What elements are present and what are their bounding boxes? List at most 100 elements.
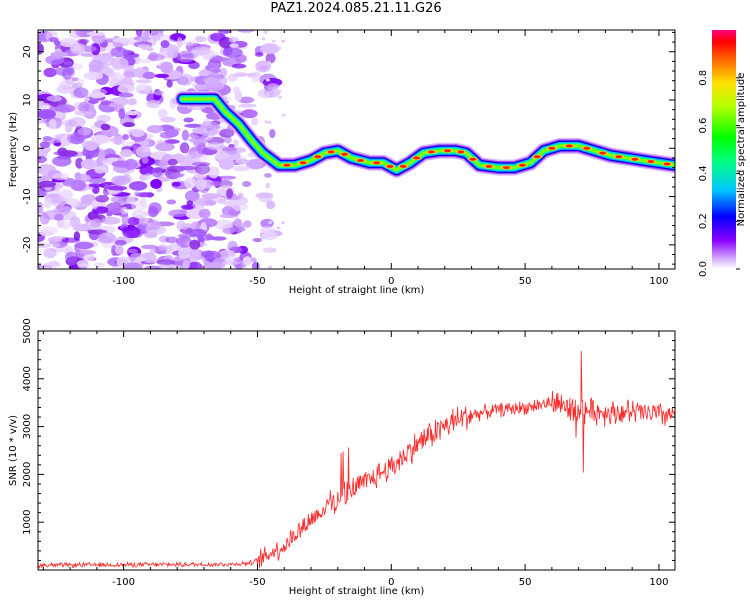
noise-blob bbox=[120, 206, 128, 215]
noise-blob bbox=[52, 172, 70, 181]
noise-blob bbox=[231, 63, 247, 69]
noise-blob bbox=[38, 201, 44, 214]
noise-blob bbox=[229, 43, 239, 48]
ridge-peak bbox=[386, 164, 394, 168]
noise-blob bbox=[164, 128, 179, 138]
noise-blob bbox=[165, 236, 179, 244]
x-tick-label: -50 bbox=[249, 276, 265, 287]
noise-blob bbox=[268, 221, 273, 224]
noise-blob bbox=[57, 198, 67, 206]
noise-blob bbox=[194, 163, 211, 175]
ridge-peak bbox=[518, 163, 526, 167]
noise-blob bbox=[135, 79, 152, 84]
noise-blob bbox=[137, 44, 151, 49]
noise-blob bbox=[131, 200, 148, 211]
noise-blob bbox=[176, 50, 195, 63]
noise-blob bbox=[266, 183, 270, 186]
noise-blob bbox=[198, 131, 219, 136]
noise-blob bbox=[111, 175, 126, 186]
noise-blob bbox=[181, 204, 194, 210]
noise-blob bbox=[38, 117, 44, 125]
noise-blob bbox=[117, 84, 135, 94]
noise-blob bbox=[153, 90, 165, 96]
noise-blob bbox=[237, 30, 255, 33]
noise-blob bbox=[127, 98, 137, 106]
ridge-peak bbox=[373, 161, 381, 165]
ridge-peak bbox=[485, 164, 493, 168]
noise-blob bbox=[188, 137, 208, 144]
noise-blob bbox=[160, 116, 176, 123]
noise-blob bbox=[63, 60, 73, 66]
noise-blob bbox=[114, 239, 127, 246]
noise-blob bbox=[195, 178, 207, 191]
noise-blob bbox=[90, 218, 102, 229]
noise-blob bbox=[38, 164, 56, 176]
noise-blob bbox=[277, 89, 282, 93]
noise-blob bbox=[100, 123, 111, 131]
noise-blob bbox=[221, 147, 237, 152]
noise-blob bbox=[184, 177, 197, 189]
noise-blob bbox=[109, 102, 116, 108]
noise-blob bbox=[149, 220, 161, 231]
noise-blob bbox=[277, 46, 282, 50]
noise-blob bbox=[152, 35, 161, 42]
ridge-peak bbox=[399, 164, 407, 168]
noise-blob bbox=[144, 265, 161, 269]
noise-blob bbox=[266, 93, 270, 97]
x-tick-label: -50 bbox=[249, 577, 265, 588]
noise-blob bbox=[194, 35, 207, 43]
noise-blob bbox=[39, 213, 50, 225]
noise-blob bbox=[38, 109, 56, 119]
snr-line-group bbox=[38, 351, 675, 569]
noise-blob bbox=[146, 125, 164, 134]
noise-blob bbox=[179, 222, 190, 231]
noise-blob bbox=[198, 208, 211, 219]
noise-blob bbox=[83, 72, 103, 80]
noise-blob bbox=[88, 99, 99, 104]
noise-blob bbox=[86, 31, 106, 37]
noise-blob bbox=[212, 257, 226, 269]
noise-blob bbox=[200, 121, 219, 131]
noise-blob bbox=[88, 59, 104, 72]
x-tick-label: -100 bbox=[112, 276, 135, 287]
noise-blob bbox=[210, 32, 226, 42]
noise-blob bbox=[87, 229, 108, 235]
noise-blob bbox=[84, 140, 98, 151]
noise-blob bbox=[261, 37, 266, 41]
noise-blob bbox=[168, 209, 188, 217]
x-tick-label: 0 bbox=[388, 276, 394, 287]
snr-series-line bbox=[38, 351, 675, 569]
noise-blob bbox=[261, 230, 278, 241]
noise-blob bbox=[131, 210, 148, 219]
colorbar-tick-label: 0.0 bbox=[698, 261, 709, 277]
noise-blob bbox=[218, 249, 237, 262]
ridge-peak bbox=[444, 149, 451, 153]
noise-blob bbox=[122, 122, 135, 128]
noise-blob bbox=[210, 180, 222, 186]
noise-blob bbox=[88, 183, 104, 188]
noise-blob bbox=[146, 100, 161, 108]
ridge-peak bbox=[469, 157, 477, 161]
y-tick-label: 0 bbox=[22, 145, 33, 151]
noise-blob bbox=[189, 239, 201, 250]
noise-blob bbox=[109, 196, 119, 202]
noise-blob bbox=[111, 160, 131, 168]
noise-blob bbox=[144, 173, 154, 180]
noise-blob bbox=[269, 128, 276, 139]
noise-blob bbox=[185, 210, 203, 219]
noise-blob bbox=[109, 57, 129, 69]
noise-blob bbox=[243, 220, 252, 228]
noise-blob bbox=[265, 52, 276, 64]
noise-blob bbox=[139, 165, 155, 176]
noise-blob bbox=[196, 234, 215, 241]
noise-blob bbox=[267, 120, 272, 124]
noise-blob bbox=[251, 72, 260, 83]
ridge-peak bbox=[457, 150, 465, 154]
noise-blob bbox=[126, 248, 139, 254]
noise-blob bbox=[133, 191, 141, 197]
noise-blob bbox=[91, 201, 98, 210]
colorbar-label: Normalized spectral amplitude bbox=[736, 73, 747, 227]
noise-blob bbox=[99, 158, 109, 163]
noise-blob bbox=[131, 128, 145, 138]
